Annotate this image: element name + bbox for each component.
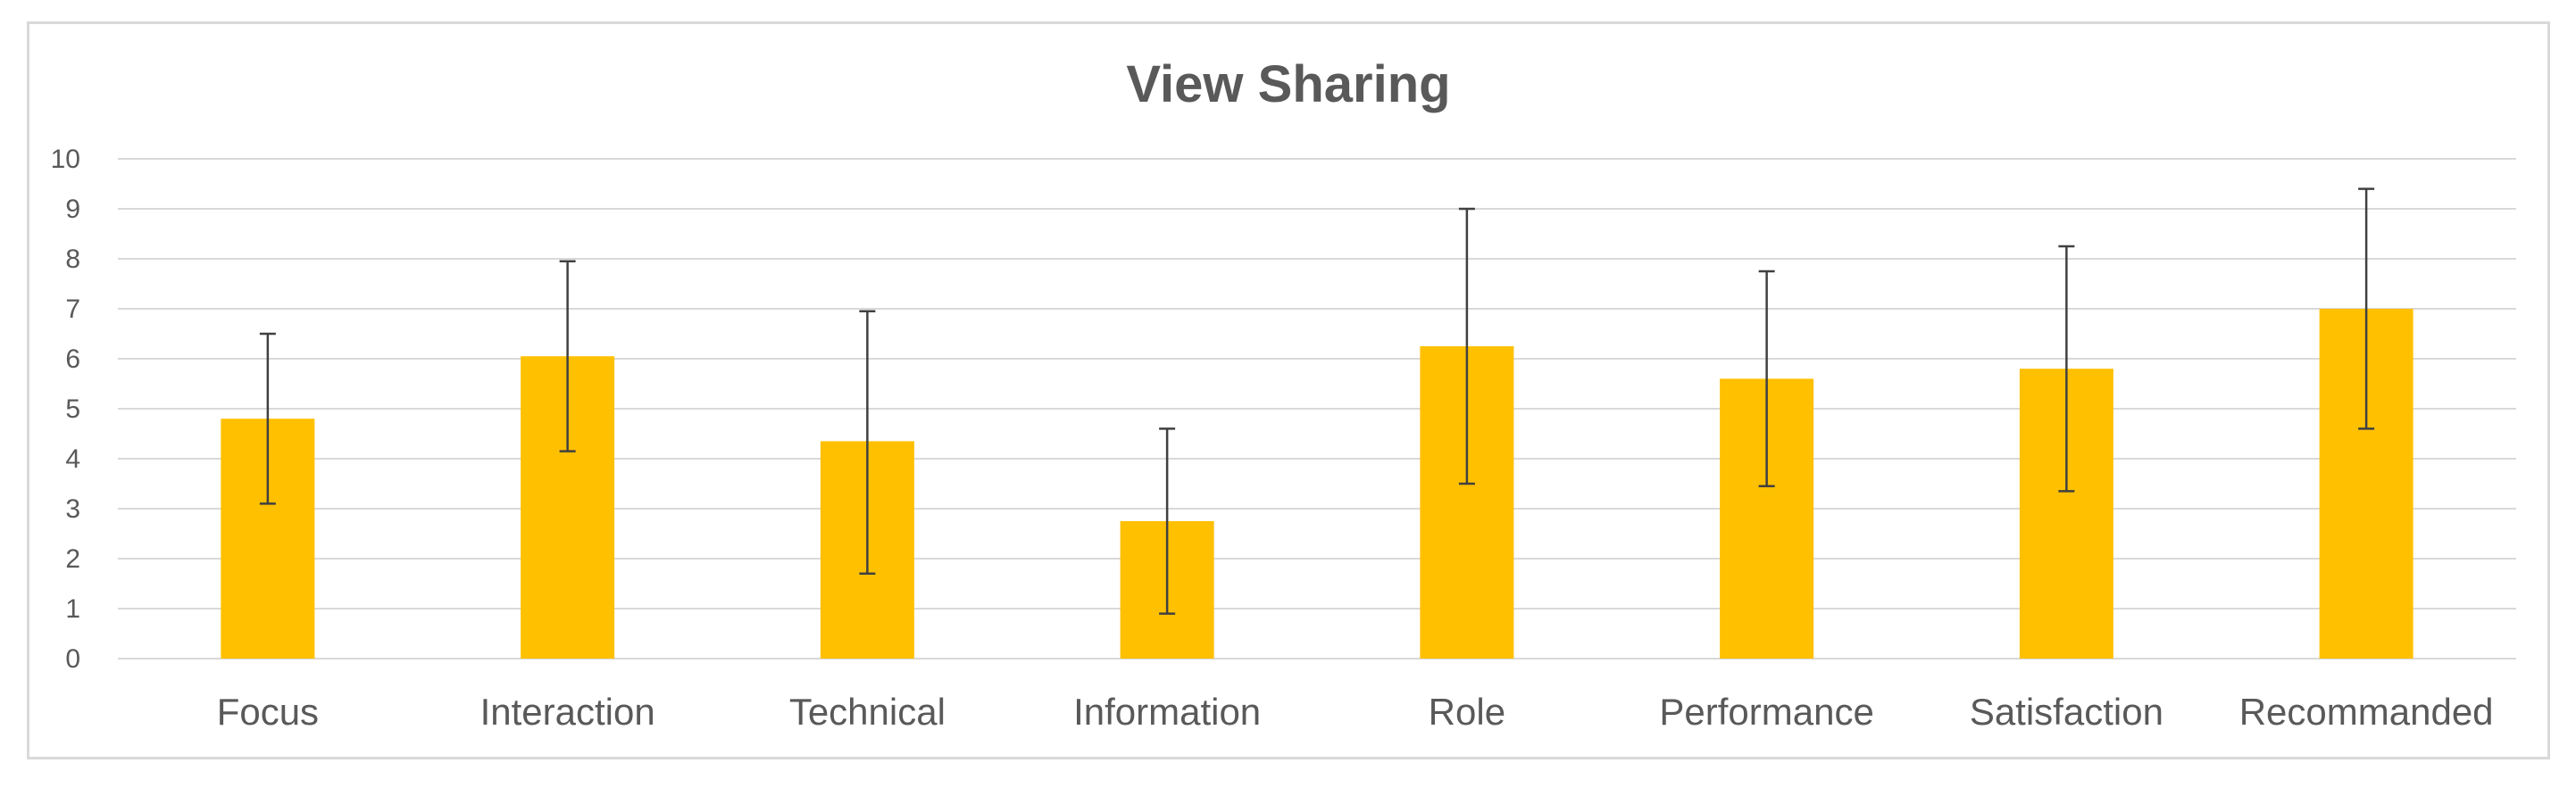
- x-category-label: Focus: [217, 691, 319, 733]
- x-axis-categories: Focus Interaction Technical Information Role…: [217, 691, 2494, 733]
- y-tick-label: 7: [65, 294, 80, 324]
- error-bar-performance: [1758, 270, 1775, 488]
- error-bar-satisfaction: [2058, 245, 2075, 493]
- y-tick-label: 4: [65, 444, 80, 474]
- y-tick-label: 6: [65, 344, 80, 374]
- error-bar-focus: [259, 332, 276, 505]
- x-category-label: Role: [1429, 691, 1505, 733]
- y-axis-ticks: 0 1 2 3 4 5 6 7 8 9 10: [51, 145, 80, 674]
- y-tick-label: 0: [65, 644, 80, 674]
- error-bar-interaction: [559, 260, 576, 452]
- y-tick-label: 2: [65, 544, 80, 574]
- x-category-label: Satisfaction: [1970, 691, 2163, 733]
- y-tick-label: 8: [65, 245, 80, 274]
- x-category-label: Interaction: [480, 691, 655, 733]
- chart-title: View Sharing: [1126, 55, 1450, 113]
- y-tick-label: 9: [65, 195, 80, 224]
- y-tick-label: 5: [65, 394, 80, 424]
- error-bar-recommanded: [2358, 187, 2375, 430]
- error-bar-role: [1458, 207, 1475, 485]
- y-tick-label: 3: [65, 494, 80, 524]
- grid-layer: [118, 158, 2516, 659]
- error-bar-layer: [259, 187, 2375, 615]
- y-tick-label: 10: [51, 145, 80, 174]
- x-category-label: Technical: [789, 691, 946, 733]
- bar-layer: [221, 309, 2413, 659]
- x-category-label: Information: [1073, 691, 1261, 733]
- error-bar-information: [1159, 427, 1176, 615]
- chart-frame: [27, 21, 2550, 759]
- x-category-label: Performance: [1659, 691, 1873, 733]
- error-bar-technical: [859, 310, 876, 576]
- y-tick-label: 1: [65, 594, 80, 624]
- x-category-label: Recommanded: [2239, 691, 2494, 733]
